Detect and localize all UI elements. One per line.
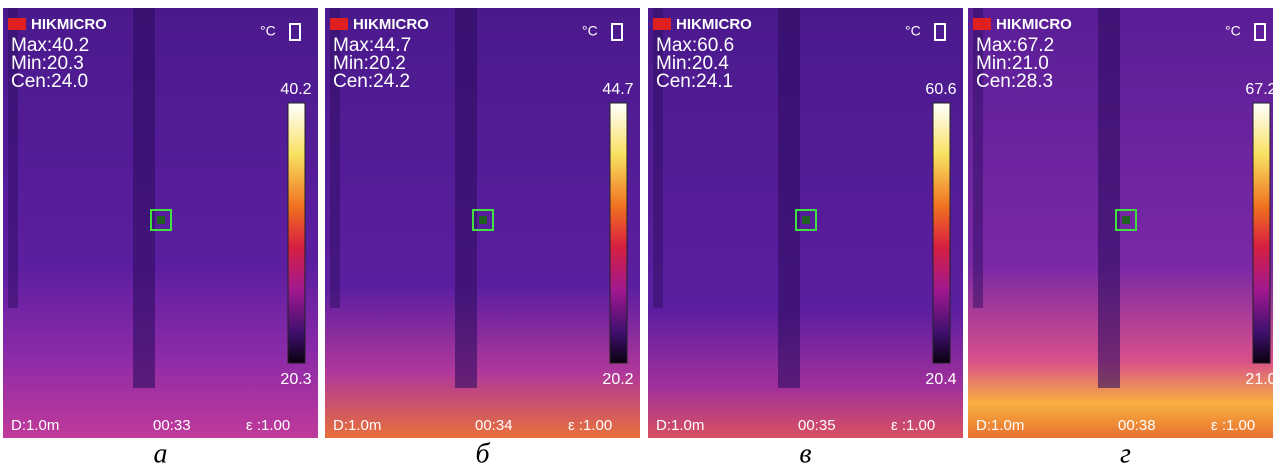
scale-max: 44.7 <box>602 81 633 98</box>
caption: б <box>475 438 490 468</box>
logo-icon <box>8 18 26 30</box>
reading-cen: Cen:24.1 <box>656 71 733 92</box>
distance: D:1.0m <box>656 417 704 434</box>
unit: °C <box>1225 23 1241 39</box>
distance: D:1.0m <box>976 417 1024 434</box>
brand: HIKMICRO <box>996 16 1072 33</box>
reading-min: Min:21.0 <box>976 53 1049 74</box>
scale-min: 20.3 <box>280 371 311 388</box>
dark-column <box>8 8 18 308</box>
center-marker <box>150 209 172 231</box>
scale-max: 60.6 <box>925 81 956 98</box>
battery-icon <box>934 23 946 41</box>
scale-max: 67.2 <box>1245 81 1273 98</box>
reading-max: Max:67.2 <box>976 35 1054 56</box>
thermal-image <box>968 8 1273 438</box>
time: 00:34 <box>475 417 513 434</box>
distance: D:1.0m <box>333 417 381 434</box>
reading-cen: Cen:24.0 <box>11 71 88 92</box>
reading-cen: Cen:24.2 <box>333 71 410 92</box>
caption: а <box>154 438 168 468</box>
battery-icon <box>1254 23 1266 41</box>
reading-max: Max:40.2 <box>11 35 89 56</box>
dark-column <box>133 8 155 388</box>
time: 00:33 <box>153 417 191 434</box>
color-scale <box>609 102 628 364</box>
dark-column <box>973 8 983 308</box>
reading-max: Max:60.6 <box>656 35 734 56</box>
logo-icon <box>973 18 991 30</box>
scale-min: 20.4 <box>925 371 956 388</box>
dark-column <box>778 8 800 388</box>
color-scale <box>1252 102 1271 364</box>
dark-column <box>455 8 477 388</box>
emissivity: ε :1.00 <box>891 417 935 434</box>
center-dot <box>1122 216 1130 224</box>
dark-column <box>330 8 340 308</box>
reading-cen: Cen:28.3 <box>976 71 1053 92</box>
brand: HIKMICRO <box>353 16 429 33</box>
battery-icon <box>289 23 301 41</box>
reading-min: Min:20.4 <box>656 53 729 74</box>
emissivity: ε :1.00 <box>568 417 612 434</box>
distance: D:1.0m <box>11 417 59 434</box>
center-dot <box>802 216 810 224</box>
dark-column <box>1098 8 1120 388</box>
time: 00:38 <box>1118 417 1156 434</box>
center-dot <box>157 216 165 224</box>
scale-min: 21.0 <box>1245 371 1273 388</box>
center-dot <box>479 216 487 224</box>
reading-min: Min:20.3 <box>11 53 84 74</box>
unit: °C <box>905 23 921 39</box>
logo-icon <box>330 18 348 30</box>
scale-min: 20.2 <box>602 371 633 388</box>
logo-icon <box>653 18 671 30</box>
caption: в <box>799 438 811 468</box>
emissivity: ε :1.00 <box>246 417 290 434</box>
battery-icon <box>611 23 623 41</box>
reading-min: Min:20.2 <box>333 53 406 74</box>
unit: °C <box>582 23 598 39</box>
brand: HIKMICRO <box>31 16 107 33</box>
color-scale <box>287 102 306 364</box>
scale-max: 40.2 <box>280 81 311 98</box>
color-scale <box>932 102 951 364</box>
center-marker <box>1115 209 1137 231</box>
emissivity: ε :1.00 <box>1211 417 1255 434</box>
reading-max: Max:44.7 <box>333 35 411 56</box>
center-marker <box>472 209 494 231</box>
dark-column <box>653 8 663 308</box>
center-marker <box>795 209 817 231</box>
time: 00:35 <box>798 417 836 434</box>
caption: г <box>1120 438 1131 468</box>
unit: °C <box>260 23 276 39</box>
brand: HIKMICRO <box>676 16 752 33</box>
